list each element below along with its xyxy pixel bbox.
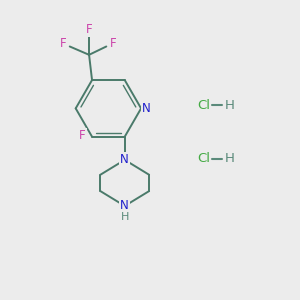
Text: H: H (121, 212, 129, 222)
Text: N: N (142, 102, 151, 115)
Text: F: F (79, 129, 86, 142)
Text: H: H (225, 152, 235, 165)
Text: F: F (86, 23, 92, 36)
Text: F: F (110, 37, 116, 50)
Text: N: N (120, 200, 129, 212)
Text: F: F (60, 37, 67, 50)
Text: Cl: Cl (198, 152, 211, 165)
Text: N: N (120, 153, 129, 167)
Text: Cl: Cl (198, 99, 211, 112)
Text: H: H (225, 99, 235, 112)
